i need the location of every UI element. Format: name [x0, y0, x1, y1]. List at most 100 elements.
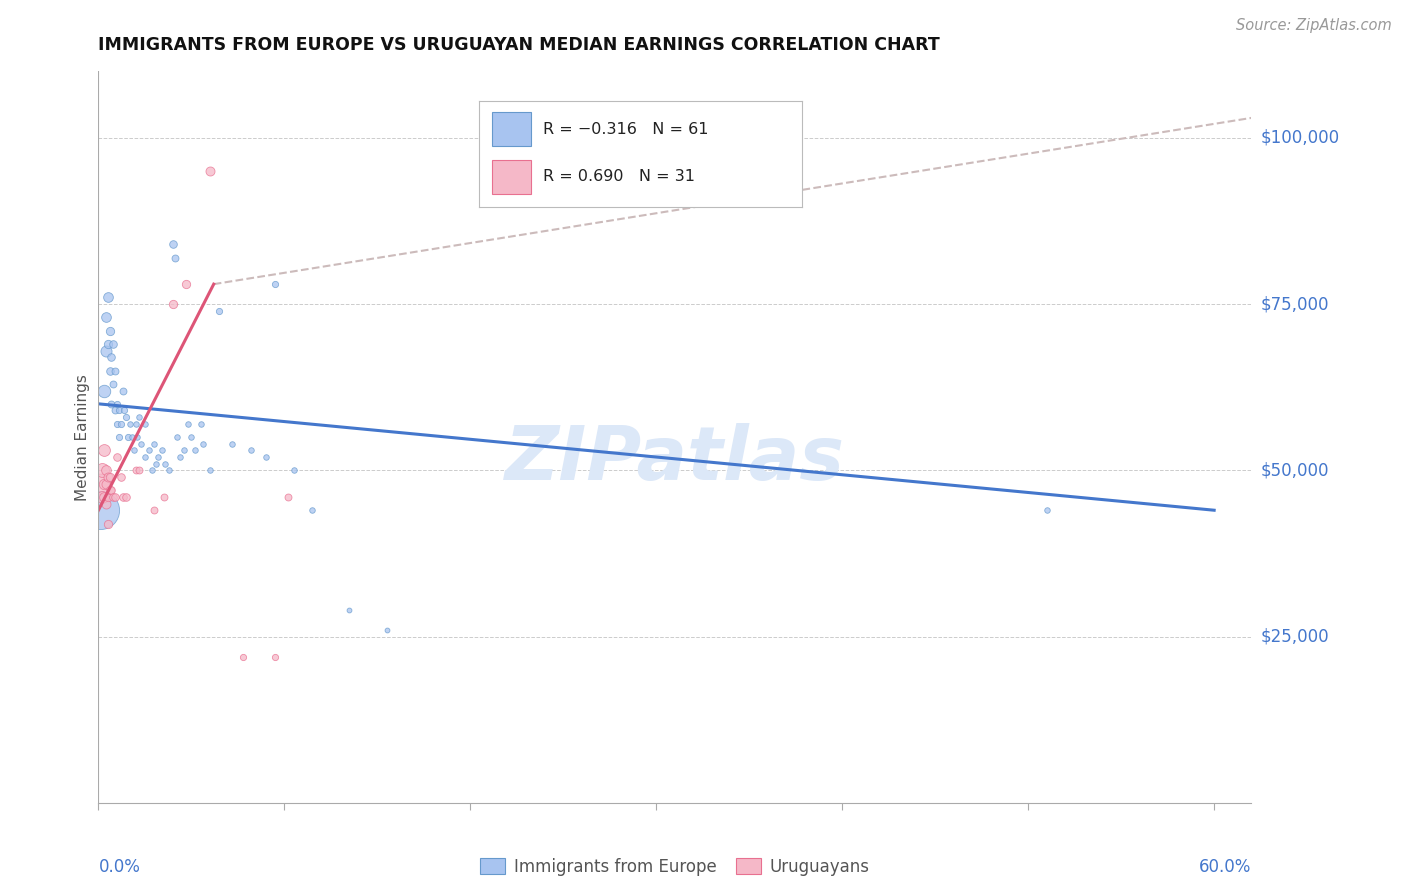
Point [117, 430, 139, 444]
Point [115, 410, 138, 425]
Point [111, 384, 134, 398]
Point [114, 403, 136, 417]
Point [108, 430, 131, 444]
Point [110, 417, 132, 431]
Point [141, 463, 163, 477]
Point [152, 490, 174, 504]
Point [100, 351, 122, 365]
Point [98, 483, 121, 498]
Point [94, 343, 117, 358]
Point [108, 403, 131, 417]
Text: ZIPatlas: ZIPatlas [505, 423, 845, 496]
Point [221, 436, 243, 450]
Point [184, 443, 207, 458]
Text: $25,000: $25,000 [1261, 628, 1329, 646]
Point [176, 417, 198, 431]
Point [98, 324, 121, 338]
Point [94, 476, 117, 491]
Point [191, 436, 214, 450]
Point [1036, 503, 1059, 517]
Point [122, 443, 145, 458]
Point [100, 483, 122, 498]
Text: $75,000: $75,000 [1261, 295, 1329, 313]
Point [239, 443, 262, 458]
Point [98, 470, 121, 484]
Point [198, 164, 221, 178]
Text: 60.0%: 60.0% [1199, 858, 1251, 876]
Point [97, 290, 120, 304]
Point [94, 463, 117, 477]
Point [157, 463, 180, 477]
Point [146, 450, 169, 464]
Point [91, 463, 114, 477]
Point [105, 397, 128, 411]
Point [115, 490, 138, 504]
Point [89, 503, 111, 517]
Point [103, 376, 125, 391]
Point [166, 430, 188, 444]
Point [110, 470, 132, 484]
Point [277, 490, 299, 504]
Point [129, 436, 152, 450]
Point [100, 397, 122, 411]
Point [264, 277, 287, 292]
Point [301, 503, 323, 517]
Point [98, 363, 121, 377]
Point [198, 463, 221, 477]
Text: IMMIGRANTS FROM EUROPE VS URUGUAYAN MEDIAN EARNINGS CORRELATION CHART: IMMIGRANTS FROM EUROPE VS URUGUAYAN MEDI… [98, 36, 941, 54]
Point [134, 450, 156, 464]
Point [93, 490, 115, 504]
Point [105, 417, 128, 431]
Point [169, 450, 191, 464]
Point [93, 384, 115, 398]
Point [145, 457, 167, 471]
Point [104, 490, 127, 504]
Point [127, 430, 149, 444]
Point [111, 490, 134, 504]
Point [103, 490, 125, 504]
Point [97, 337, 120, 351]
Text: Source: ZipAtlas.com: Source: ZipAtlas.com [1236, 18, 1392, 33]
Y-axis label: Median Earnings: Median Earnings [75, 374, 90, 500]
Point [162, 297, 184, 311]
Point [104, 363, 127, 377]
Point [232, 649, 254, 664]
Point [121, 430, 143, 444]
Point [174, 277, 197, 292]
Point [339, 603, 361, 617]
Point [97, 490, 120, 504]
Point [264, 649, 287, 664]
Point [163, 251, 186, 265]
Point [103, 337, 125, 351]
Point [190, 417, 212, 431]
Point [93, 476, 115, 491]
Point [97, 470, 120, 484]
Point [143, 503, 166, 517]
Point [124, 417, 146, 431]
Point [94, 310, 117, 325]
Point [143, 436, 166, 450]
Point [93, 443, 115, 458]
Text: 0.0%: 0.0% [98, 858, 141, 876]
Point [162, 237, 184, 252]
Point [124, 463, 146, 477]
Point [128, 410, 150, 425]
Point [97, 516, 120, 531]
Point [283, 463, 305, 477]
Point [254, 450, 277, 464]
Point [104, 403, 127, 417]
Point [155, 457, 177, 471]
Text: $50,000: $50,000 [1261, 461, 1329, 479]
Legend: Immigrants from Europe, Uruguayans: Immigrants from Europe, Uruguayans [474, 851, 876, 882]
Text: $100,000: $100,000 [1261, 128, 1340, 147]
Point [91, 490, 114, 504]
Point [208, 303, 231, 318]
Point [173, 443, 195, 458]
Point [128, 463, 150, 477]
Point [89, 476, 111, 491]
Point [150, 443, 173, 458]
Point [134, 417, 156, 431]
Point [180, 430, 202, 444]
Point [118, 417, 141, 431]
Point [138, 443, 160, 458]
